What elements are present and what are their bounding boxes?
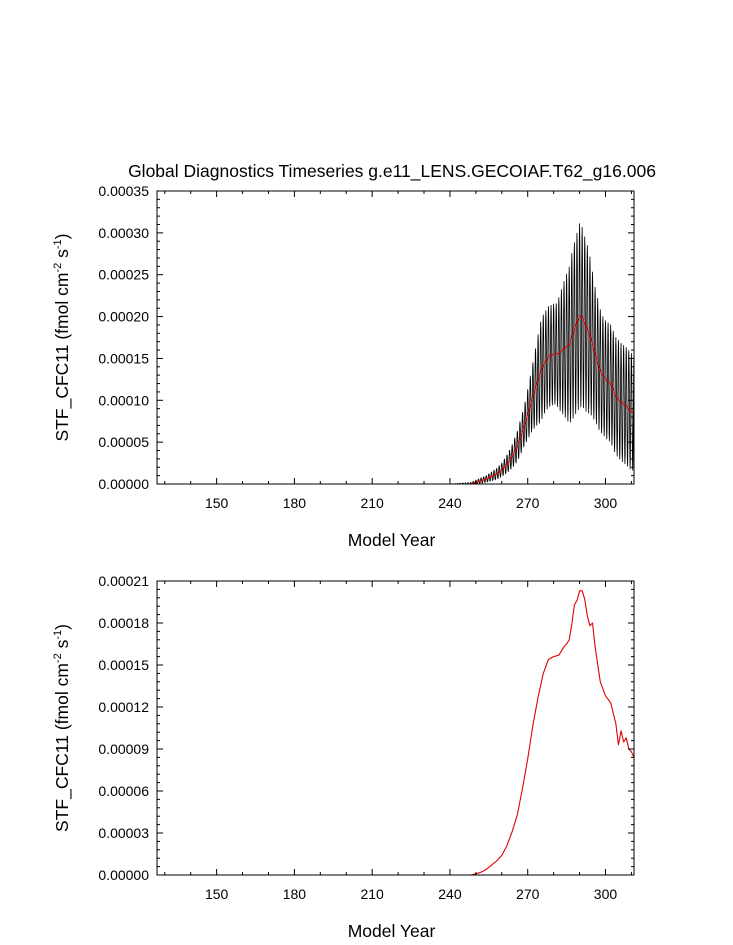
- y-tick-label: 0.00015: [98, 657, 149, 673]
- y-axis-title: STF_CFC11 (fmol cm-2 s-1): [52, 234, 73, 442]
- y-tick-label: 0.00009: [98, 741, 149, 757]
- x-axis-title: Model Year: [348, 921, 436, 941]
- series-group: [157, 590, 634, 875]
- y-tick-label: 0.00015: [98, 350, 149, 366]
- annual-mean-series-line: [157, 590, 634, 875]
- y-tick-label: 0.00021: [98, 573, 149, 589]
- chart-title: Global Diagnostics Timeseries g.e11_LENS…: [128, 161, 656, 182]
- x-tick-label: 210: [360, 495, 384, 511]
- x-tick-label: 300: [594, 495, 618, 511]
- y-tick-label: 0.00025: [98, 267, 149, 283]
- bottom-panel: 150 180 210 240 270 300 0.00000 0.00003 0.00006 0…: [52, 573, 635, 941]
- x-tick-label: 210: [360, 886, 384, 902]
- y-tick-label: 0.00000: [98, 476, 149, 492]
- y-tick-label: 0.00020: [98, 309, 149, 325]
- y-axis-title: STF_CFC11 (fmol cm-2 s-1): [52, 624, 73, 832]
- y-tick-label: 0.00006: [98, 783, 149, 799]
- y-tick-label: 0.00030: [98, 225, 149, 241]
- y-tick-label: 0.00005: [98, 434, 149, 450]
- y-tick-label: 0.00018: [98, 615, 149, 631]
- x-tick-label: 150: [205, 495, 229, 511]
- x-tick-label: 150: [205, 886, 229, 902]
- plot-frame: [156, 580, 635, 876]
- y-tick-label: 0.00003: [98, 825, 149, 841]
- annual-mean-series-line: [157, 315, 634, 484]
- series-group: [157, 223, 634, 484]
- y-tick-label: 0.00010: [98, 392, 149, 408]
- x-tick-label: 180: [283, 495, 307, 511]
- x-tick-label: 300: [594, 886, 618, 902]
- y-tick-label: 0.00035: [98, 183, 149, 199]
- x-tick-label: 180: [283, 886, 307, 902]
- monthly-series-line: [157, 223, 634, 484]
- top-panel: 150 180 210 240 270 300 0.00000 0.00005 0.00010 0…: [52, 183, 635, 550]
- y-tick-label: 0.00000: [98, 867, 149, 883]
- x-tick-label: 270: [516, 886, 540, 902]
- x-axis-title: Model Year: [348, 530, 436, 550]
- plot-frame: [156, 190, 635, 485]
- y-tick-label: 0.00012: [98, 699, 149, 715]
- x-tick-label: 270: [516, 495, 540, 511]
- x-tick-label: 240: [438, 886, 462, 902]
- x-tick-label: 240: [438, 495, 462, 511]
